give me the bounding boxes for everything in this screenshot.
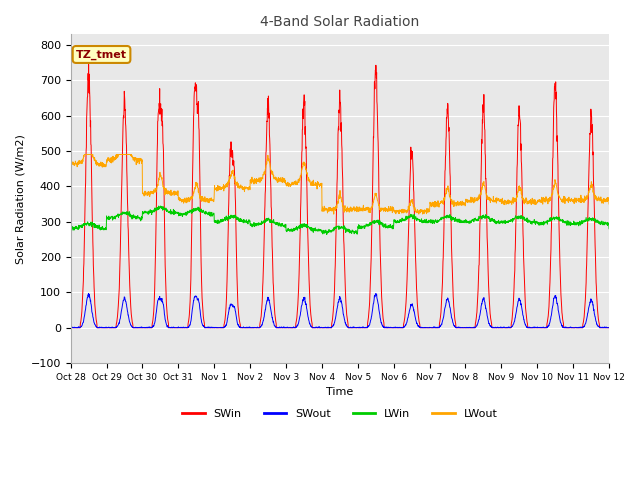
LWin	[356, 225, 364, 230]
X-axis label: Time: Time	[326, 387, 353, 397]
SWin	[573, 325, 580, 331]
LWout	[330, 211, 337, 217]
SWout	[356, 325, 364, 331]
LWin	[217, 219, 225, 225]
LWin	[573, 220, 580, 226]
LWin	[605, 226, 613, 232]
LWout	[605, 201, 613, 207]
SWin	[217, 325, 225, 331]
LWout	[497, 196, 504, 202]
LWin	[323, 232, 331, 238]
SWin	[356, 325, 364, 331]
SWout	[67, 325, 75, 331]
Y-axis label: Solar Radiation (W/m2): Solar Radiation (W/m2)	[15, 134, 25, 264]
Title: 4-Band Solar Radiation: 4-Band Solar Radiation	[260, 15, 419, 29]
LWout	[81, 152, 88, 157]
LWin	[157, 203, 164, 209]
SWout	[558, 323, 566, 329]
LWin	[558, 218, 566, 224]
LWin	[497, 220, 504, 226]
SWin	[84, 61, 92, 67]
Line: LWout: LWout	[70, 155, 609, 214]
LWout	[67, 162, 74, 168]
LWin	[367, 221, 375, 227]
SWin	[558, 304, 566, 310]
LWout	[573, 195, 580, 201]
Line: LWin: LWin	[70, 206, 609, 235]
SWout	[84, 290, 92, 296]
LWin	[67, 226, 74, 232]
Line: SWout: SWout	[70, 293, 609, 328]
SWin	[67, 325, 74, 331]
SWout	[67, 324, 74, 330]
SWout	[367, 314, 375, 320]
SWin	[605, 325, 613, 331]
Legend: SWin, SWout, LWin, LWout: SWin, SWout, LWin, LWout	[178, 404, 502, 423]
SWout	[497, 324, 504, 330]
LWout	[367, 204, 375, 210]
Text: TZ_tmet: TZ_tmet	[76, 49, 127, 60]
SWout	[218, 325, 225, 331]
LWout	[217, 185, 225, 191]
SWin	[497, 325, 504, 331]
SWin	[367, 256, 375, 262]
Line: SWin: SWin	[70, 64, 609, 328]
LWout	[356, 204, 364, 210]
SWout	[573, 324, 580, 330]
SWout	[605, 325, 613, 331]
LWout	[558, 199, 566, 204]
